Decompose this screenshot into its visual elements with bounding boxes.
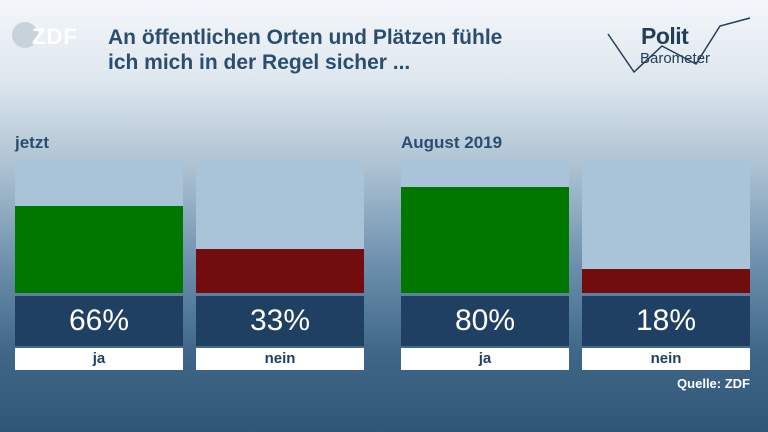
category-label: ja — [401, 348, 569, 370]
bar-nein — [582, 269, 750, 293]
category-label: nein — [582, 348, 750, 370]
zdf-logo: ZDF — [12, 22, 82, 52]
brand-polit: Polit — [641, 23, 689, 49]
chart-title: August 2019 — [401, 133, 503, 152]
chart-title: jetzt — [15, 133, 49, 152]
bar-ja — [15, 206, 183, 293]
bar-nein — [196, 249, 364, 293]
bar-track — [196, 161, 364, 293]
page-title: An öffentlichen Orten und Plätzen fühle … — [108, 25, 588, 75]
bar-track — [401, 161, 569, 293]
zdf-logo-text: ZDF — [32, 24, 78, 49]
bar-track — [15, 161, 183, 293]
value-label: 18% — [582, 296, 750, 346]
value-label: 33% — [196, 296, 364, 346]
source-note: Quelle: ZDF — [677, 376, 750, 391]
politbarometer-logo: Polit Barometer — [604, 16, 754, 76]
bar-track — [582, 161, 750, 293]
bar-ja — [401, 187, 569, 293]
page-title-line-2: ich mich in der Regel sicher ... — [108, 51, 411, 74]
zdf-logo-ring-icon — [12, 22, 38, 48]
category-label: nein — [196, 348, 364, 370]
brand-barometer: Barometer — [640, 50, 711, 67]
page-title-line-1: An öffentlichen Orten und Plätzen fühle — [108, 26, 503, 49]
politbarometer-zigzag-icon — [607, 17, 751, 74]
value-label: 66% — [15, 296, 183, 346]
category-label: ja — [15, 348, 183, 370]
value-label: 80% — [401, 296, 569, 346]
